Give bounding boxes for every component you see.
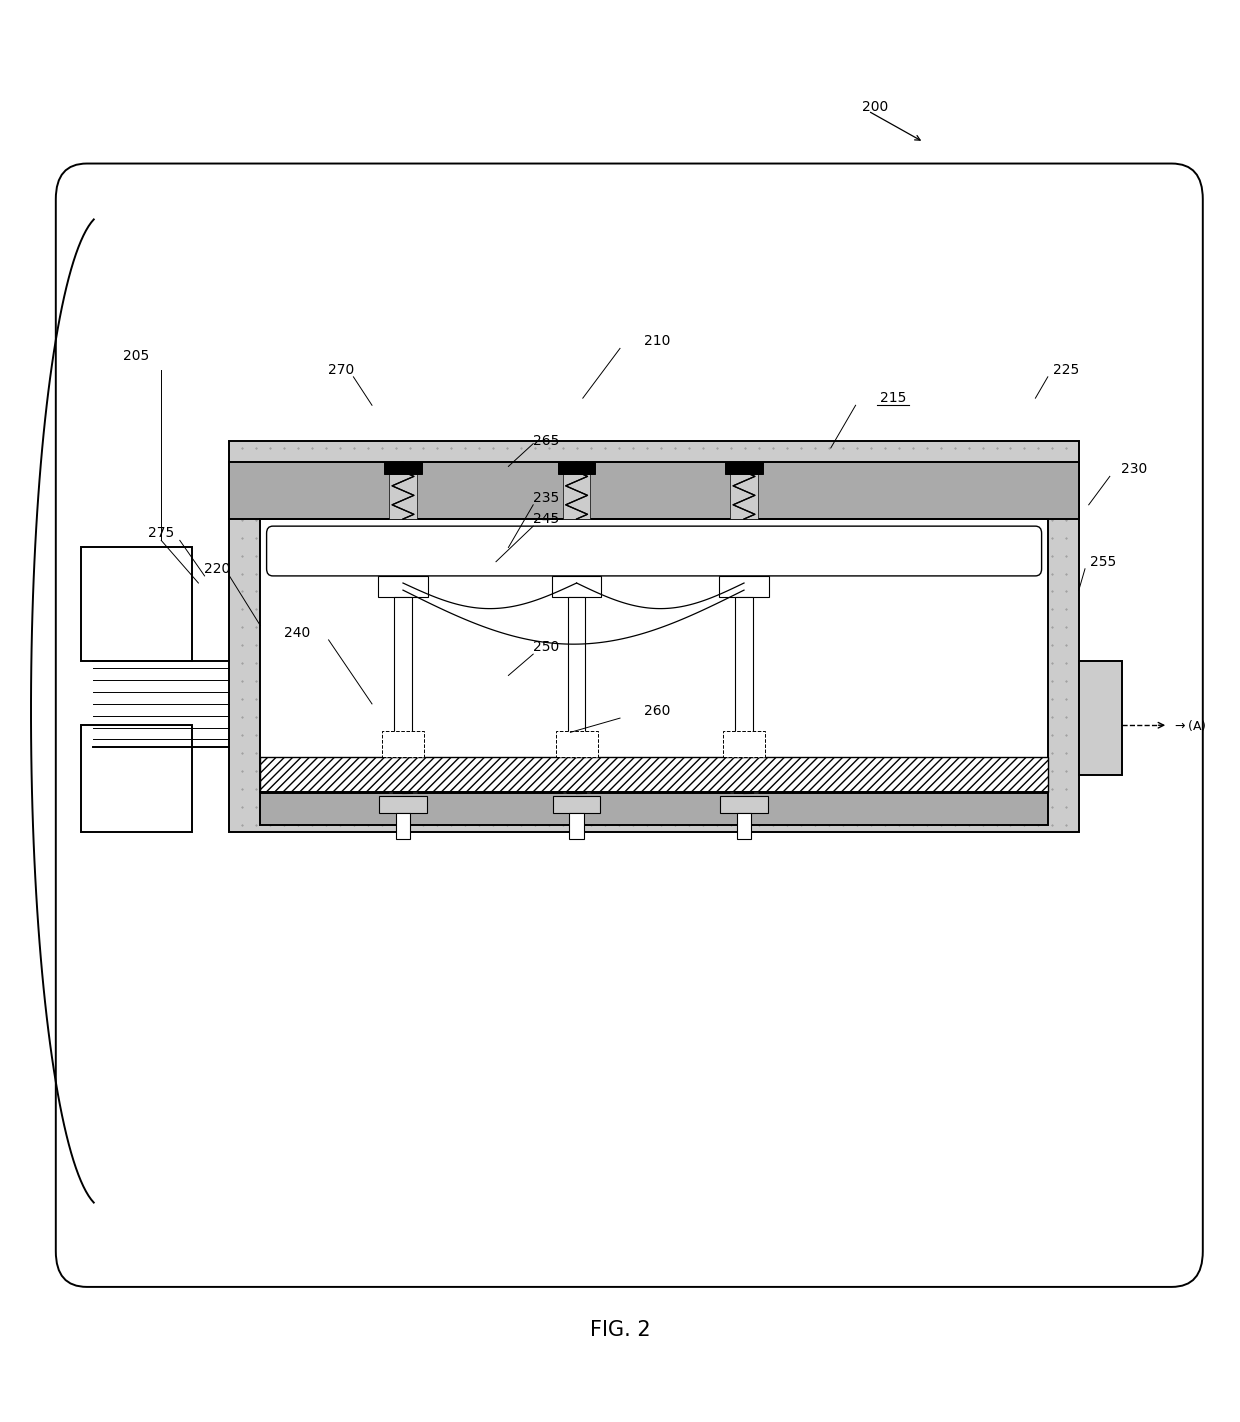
Text: 265: 265 bbox=[533, 434, 559, 448]
Text: 260: 260 bbox=[644, 704, 671, 718]
Text: 275: 275 bbox=[148, 526, 175, 540]
Bar bbox=[1079, 661, 1122, 775]
Bar bbox=[719, 576, 769, 597]
Bar bbox=[396, 813, 410, 839]
Text: 215: 215 bbox=[879, 391, 906, 405]
Bar bbox=[556, 731, 598, 757]
Text: $\rightarrow$(A): $\rightarrow$(A) bbox=[1172, 718, 1207, 732]
Bar bbox=[735, 597, 753, 757]
Bar bbox=[720, 796, 768, 813]
Bar bbox=[563, 792, 590, 793]
Text: 255: 255 bbox=[1090, 555, 1117, 569]
Text: 210: 210 bbox=[644, 334, 671, 348]
Bar bbox=[260, 793, 1048, 825]
Text: FIG. 2: FIG. 2 bbox=[590, 1320, 650, 1340]
Text: 245: 245 bbox=[533, 512, 559, 526]
Bar bbox=[730, 462, 758, 519]
Bar bbox=[737, 813, 751, 839]
Bar bbox=[558, 462, 595, 474]
Text: 235: 235 bbox=[533, 491, 559, 505]
Bar bbox=[730, 792, 758, 793]
Bar bbox=[725, 462, 763, 474]
Bar bbox=[229, 441, 1079, 832]
Bar bbox=[568, 597, 585, 757]
Bar bbox=[382, 731, 424, 757]
Bar bbox=[384, 462, 422, 474]
Bar bbox=[389, 462, 417, 519]
Bar bbox=[552, 576, 601, 597]
Text: 230: 230 bbox=[1121, 462, 1148, 476]
Bar bbox=[260, 515, 1048, 792]
Bar bbox=[229, 462, 1079, 519]
Text: 200: 200 bbox=[862, 100, 888, 114]
Bar bbox=[379, 796, 427, 813]
Text: 205: 205 bbox=[123, 348, 150, 363]
Bar bbox=[81, 547, 192, 661]
Bar bbox=[378, 576, 428, 597]
Bar bbox=[723, 731, 765, 757]
Bar bbox=[569, 813, 584, 839]
Bar bbox=[563, 462, 590, 519]
FancyBboxPatch shape bbox=[56, 164, 1203, 1287]
Text: 220: 220 bbox=[203, 562, 231, 576]
Text: 240: 240 bbox=[284, 626, 311, 640]
Bar bbox=[553, 796, 600, 813]
Bar bbox=[260, 757, 1048, 792]
Text: 225: 225 bbox=[1053, 363, 1080, 377]
Bar bbox=[394, 597, 412, 757]
Text: 270: 270 bbox=[327, 363, 355, 377]
Bar bbox=[81, 725, 192, 832]
Text: 250: 250 bbox=[533, 640, 559, 654]
Bar bbox=[389, 792, 417, 793]
FancyBboxPatch shape bbox=[267, 526, 1042, 576]
